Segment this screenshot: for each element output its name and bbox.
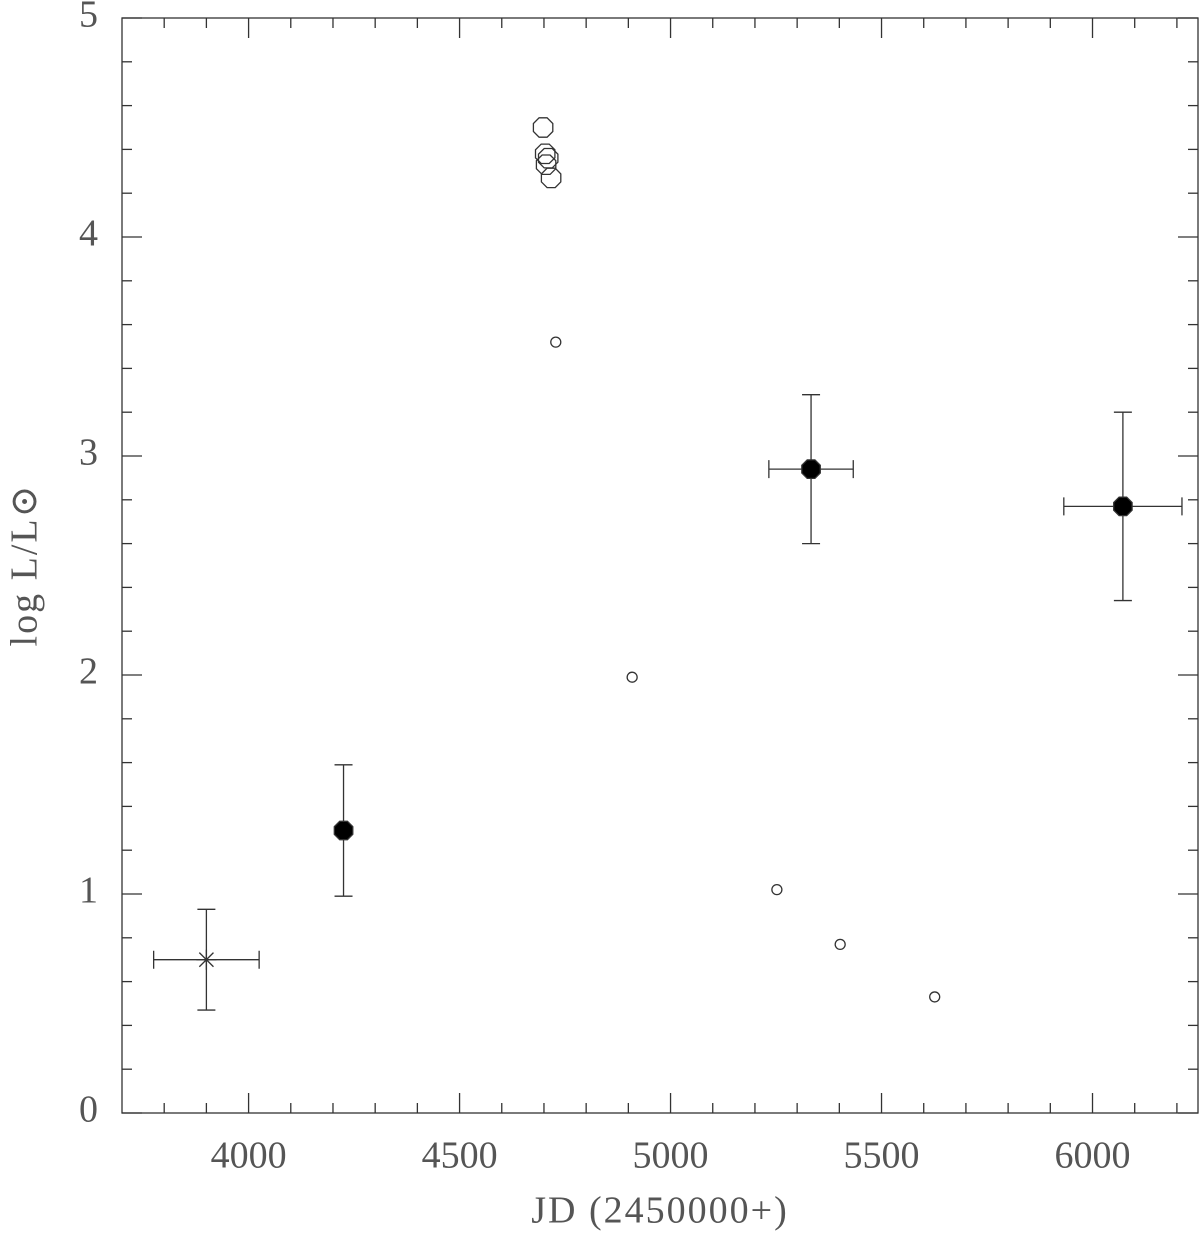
point-small bbox=[626, 671, 638, 683]
point-small bbox=[771, 883, 783, 896]
x-tick-label: 6000 bbox=[1055, 1135, 1131, 1177]
point-open bbox=[532, 117, 554, 138]
point-filled bbox=[333, 820, 354, 841]
y-tick-label: 2 bbox=[79, 651, 98, 693]
x-axis-label: JD (2450000+) bbox=[531, 1190, 788, 1232]
point-open bbox=[540, 167, 562, 189]
x-tick-label: 4500 bbox=[422, 1135, 498, 1177]
y-tick-label: 5 bbox=[79, 0, 98, 36]
y-tick-label: 1 bbox=[79, 870, 98, 912]
point-open bbox=[534, 143, 556, 165]
x-tick-label: 5000 bbox=[633, 1135, 709, 1177]
plot-frame bbox=[121, 17, 1199, 1114]
y-axis-label: log L/L⊙ bbox=[4, 484, 46, 647]
x-tick-label: 5500 bbox=[844, 1135, 920, 1177]
point-open bbox=[535, 154, 557, 176]
y-tick-label: 4 bbox=[79, 213, 98, 255]
y-tick-label: 3 bbox=[79, 432, 98, 474]
x-tick-label: 4000 bbox=[211, 1135, 287, 1177]
point-asterisk bbox=[196, 949, 217, 970]
point-small bbox=[550, 336, 562, 348]
point-filled bbox=[801, 459, 821, 480]
point-small bbox=[929, 991, 941, 1003]
point-filled bbox=[1113, 496, 1133, 517]
point-small bbox=[834, 938, 846, 951]
y-tick-label: 0 bbox=[79, 1089, 98, 1131]
